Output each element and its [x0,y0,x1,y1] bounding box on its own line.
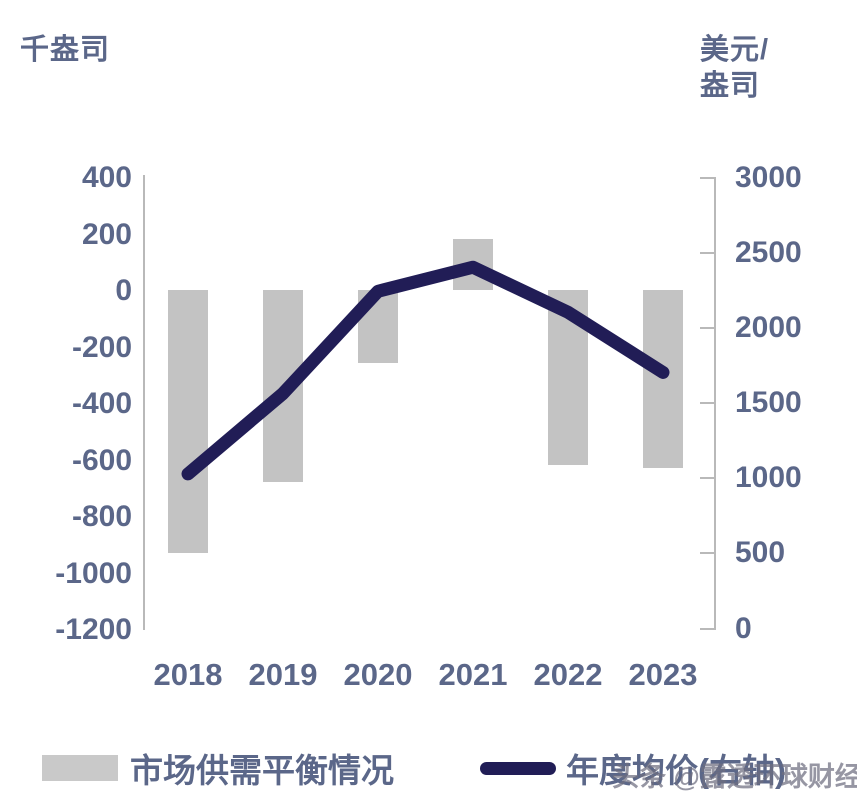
right-axis-tick: 3000 [735,161,802,194]
legend-label-supply-demand: 市场供需平衡情况 [130,752,394,789]
legend-bar-swatch-icon [42,755,118,781]
chart-legend: 市场供需平衡情况 年度均价(右轴) [0,740,857,793]
right-axis-tickmark [700,177,714,179]
right-axis-tick: 1500 [735,386,802,419]
right-axis-unit-label: 美元/ 盎司 [700,34,770,103]
legend-item-supply-demand: 市场供需平衡情况 [42,744,394,792]
left-axis-tick: -600 [71,444,132,477]
right-axis-tick: 0 [735,612,752,645]
left-axis-unit-label: 千盎司 [20,34,111,66]
right-axis-tick: 2000 [735,311,802,344]
legend-label-annual-price: 年度均价(右轴) [566,752,786,789]
right-axis-tick: 1000 [735,461,802,494]
left-axis-tick: 0 [115,274,132,307]
left-axis-line [143,175,145,630]
right-axis-tickmark [700,477,714,479]
left-axis-tick: -1200 [55,613,132,646]
right-axis-tickmark [700,552,714,554]
right-axis-tick: 2500 [735,236,802,269]
left-axis-tick: -800 [71,500,132,533]
legend-line-swatch-icon [480,761,556,775]
left-axis-tick: -400 [71,387,132,420]
left-axis-tick: -200 [71,331,132,364]
x-axis-tick-2019: 2019 [248,657,318,692]
watermark-text: 头条 @露透环球财经 [612,762,857,792]
right-axis-tickmark [700,327,714,329]
left-axis-tick: -1000 [55,557,132,590]
x-axis-tick-2018: 2018 [153,657,223,692]
right-axis-ticks: 3000 2500 2000 1500 1000 500 0 [735,0,857,793]
x-axis-tick-2021: 2021 [438,657,508,692]
bar-2018 [168,290,208,553]
x-axis-tick-2023: 2023 [628,657,698,692]
right-axis-tickmark [700,628,714,630]
left-axis-ticks: 400 200 0 -200 -400 -600 -800 -1000 -120… [0,0,132,793]
right-axis-tick: 500 [735,536,786,569]
x-axis-tick-2022: 2022 [533,657,603,692]
legend-item-annual-price: 年度均价(右轴) [480,744,786,792]
right-axis-tickmark [700,252,714,254]
left-axis-tick: 400 [81,161,132,194]
left-axis-tick: 200 [81,218,132,251]
right-axis-tickmark [700,402,714,404]
x-axis-tick-2020: 2020 [343,657,413,692]
right-axis-line [714,177,716,630]
bar-2023 [643,290,683,468]
